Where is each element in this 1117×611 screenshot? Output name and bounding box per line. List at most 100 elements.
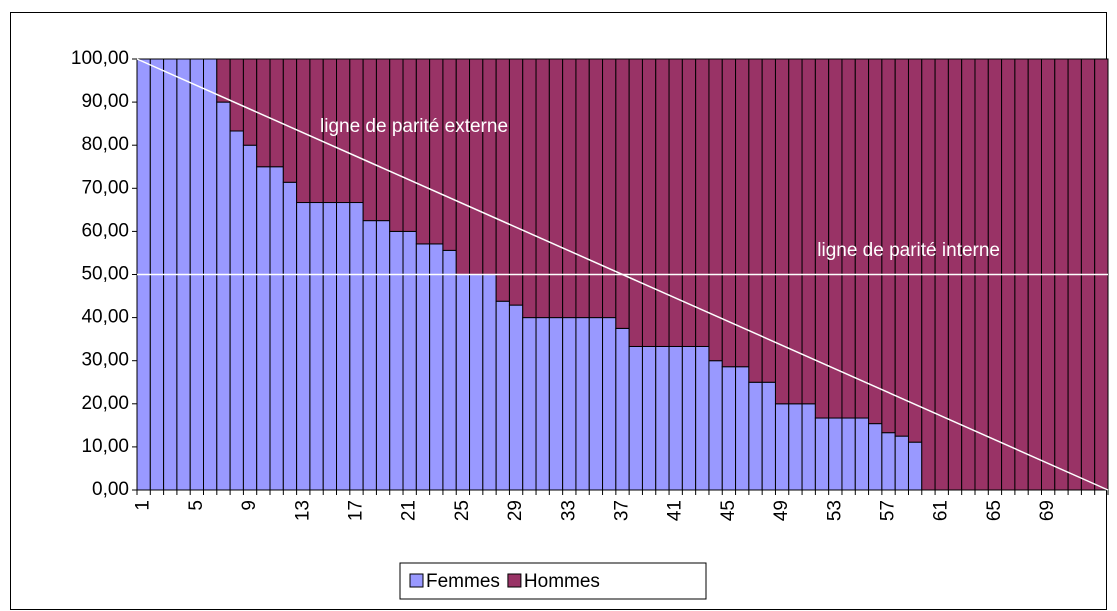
bar-segment [322, 202, 338, 491]
bar-segment [242, 144, 258, 491]
bar-segment [721, 366, 737, 491]
y-tick-label: 100,00 [71, 48, 129, 69]
x-tick-label: 21 [399, 500, 420, 521]
y-tick-label: 90,00 [81, 91, 129, 112]
bar-segment [429, 243, 444, 491]
y-tick-label: 40,00 [81, 307, 129, 328]
bar-segment [828, 58, 843, 419]
bar-segment [854, 417, 870, 491]
bar-segment [282, 181, 298, 491]
bar-segment [602, 58, 617, 319]
bar-segment [814, 58, 830, 419]
bar-segment [508, 58, 524, 306]
bar-segment [495, 58, 510, 302]
bar-segment [588, 58, 604, 319]
bar-segment [389, 230, 404, 491]
bar-segment [761, 58, 776, 383]
bar-segment [868, 423, 883, 491]
x-tick-label: 57 [878, 500, 899, 521]
bar-segment [655, 345, 670, 491]
bar-segment [841, 58, 856, 419]
x-tick-label: 5 [186, 500, 207, 511]
y-tick-label: 20,00 [81, 393, 129, 414]
bar-segment [602, 317, 617, 491]
y-tick-label: 50,00 [81, 264, 129, 285]
y-tick-label: 70,00 [81, 177, 129, 198]
bar-segment [801, 403, 816, 491]
bar-segment [535, 317, 550, 491]
x-tick-label: 9 [239, 500, 260, 511]
x-tick-label: 17 [345, 500, 366, 521]
x-tick-label: 1 [133, 500, 154, 511]
bar-segment [455, 274, 471, 491]
parity-label: ligne de parité externe [320, 116, 508, 137]
bar-segment [562, 58, 577, 319]
bar-segment [828, 417, 843, 491]
bar-segment [615, 58, 630, 329]
x-tick-label: 13 [292, 500, 313, 521]
y-tick-label: 30,00 [81, 350, 129, 371]
bar-segment [548, 58, 564, 319]
bar-segment [748, 381, 763, 491]
bar-segment [389, 58, 404, 232]
bar-segment [309, 202, 324, 491]
x-tick-label: 61 [931, 500, 952, 521]
bar-segment [375, 58, 391, 222]
bar-segment [469, 274, 484, 491]
bar-segment [375, 220, 391, 491]
bar-segment [442, 58, 457, 251]
bar-segment [402, 230, 417, 491]
bar-segment [229, 58, 244, 132]
bar-segment [495, 300, 510, 491]
bar-segment [854, 58, 870, 419]
bar-segment [415, 58, 431, 245]
bar-segment [695, 58, 710, 347]
bar-segment [695, 345, 710, 491]
y-tick-label: 80,00 [81, 134, 129, 155]
bar-segment [708, 360, 723, 491]
bar-segment [628, 58, 643, 347]
bar-segment [801, 58, 816, 405]
bar-segment [655, 58, 670, 347]
x-tick-label: 25 [452, 500, 473, 521]
bar-segment [881, 432, 896, 491]
bar-segment [522, 58, 537, 319]
bar-segment [442, 249, 457, 491]
bar-segment [242, 58, 258, 146]
bar-segment [349, 202, 364, 491]
x-tick-label: 49 [771, 500, 792, 521]
legend-label: Femmes [426, 571, 500, 592]
y-tick-label: 0,00 [92, 479, 129, 500]
bar-segment [508, 304, 524, 491]
parity-label: ligne de parité interne [817, 240, 1000, 261]
bar-segment [282, 58, 298, 183]
bar-segment [641, 345, 657, 491]
bar-segment [788, 58, 803, 405]
bar-segment [668, 345, 683, 491]
bar-segment [774, 58, 790, 405]
bar-segment [455, 58, 471, 275]
bar-segment [814, 417, 830, 491]
x-tick-label: 69 [1037, 500, 1058, 521]
bar-segment [535, 58, 550, 319]
bar-segment [482, 58, 497, 275]
bar-segment [548, 317, 564, 491]
bar-segment [269, 166, 284, 491]
bar-segment [907, 441, 923, 491]
x-tick-label: 41 [665, 500, 686, 521]
bar-segment [894, 435, 909, 491]
x-tick-label: 33 [558, 500, 579, 521]
bar-segment [296, 202, 311, 491]
y-tick-label: 10,00 [81, 436, 129, 457]
legend-swatch [409, 573, 424, 588]
bar-segment [562, 317, 577, 491]
bar-segment [615, 327, 630, 491]
x-tick-label: 53 [824, 500, 845, 521]
bar-segment [575, 317, 590, 491]
bar-segment [774, 403, 790, 491]
bar-segment [362, 58, 377, 222]
bar-segment [575, 58, 590, 319]
bar-segment [735, 58, 750, 368]
bar-segment [641, 58, 657, 347]
